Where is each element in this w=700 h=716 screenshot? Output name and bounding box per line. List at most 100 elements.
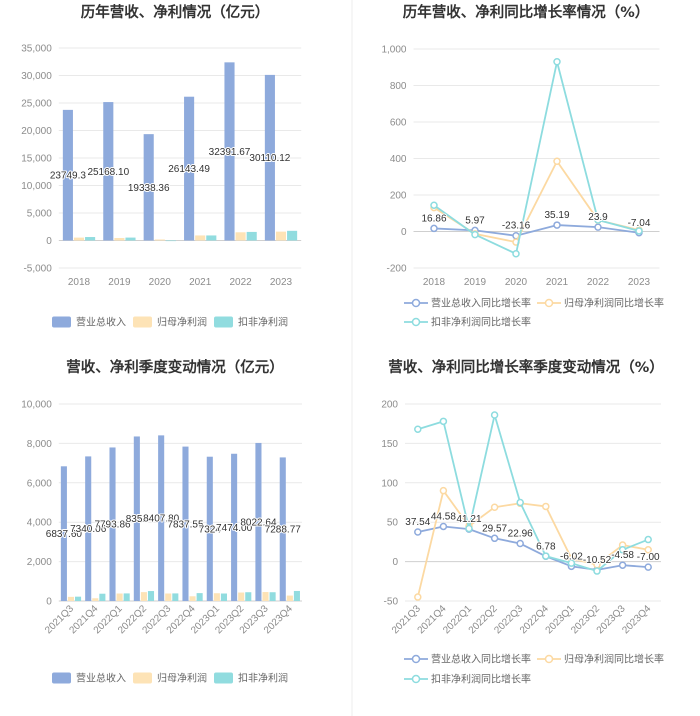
chart4-legend-item-net-profit[interactable]: 归母净利润同比增长率 [537,653,664,666]
chart2-xtick-label-2021: 2021 [546,277,569,288]
chart4-ytick-label: -50 [384,597,399,608]
chart3-bar-net-profit-2023q2 [238,592,245,601]
chart2-legend-item-net-profit[interactable]: 归母净利润同比增长率 [537,297,664,310]
chart1-ytick-label: 25,000 [21,99,52,110]
chart4-legend-label-revenue: 营业总收入同比增长率 [431,653,531,666]
chart4-ytick-label: 200 [381,400,398,411]
chart1-bar-net-profit-2023 [275,231,287,241]
chart3-title: 营收、净利季度变动情况（亿元） [66,358,284,376]
chart2-xtick-label-2022: 2022 [587,277,610,288]
chart2-line-deducted-net-profit [433,60,640,255]
chart3-data-label-revenue-2021q3: 6837.60 [46,529,83,540]
chart4-point-revenue-2021q4 [439,522,448,531]
chart3-bar-net-profit-2022q2 [140,592,147,601]
chart2-ytick-label: 600 [390,118,407,129]
chart4-data-label-revenue-2022q2: 29.57 [482,523,507,534]
chart3-legend-swatch-net-profit [133,672,152,684]
chart2-xtick-label-2019: 2019 [464,277,487,288]
chart4-point-revenue-2022q2 [490,534,499,543]
chart1-bar-revenue-2023 [264,74,275,241]
chart1-bar-net-profit-2020 [154,239,165,241]
chart2-xtick-label-2023: 2023 [628,277,651,288]
chart1-legend-item-revenue[interactable]: 营业总收入 [52,316,126,329]
chart4-line-deducted-net-profit [417,414,649,572]
chart2-legend-marker-revenue [411,298,421,308]
chart2-legend-marker-net-profit [544,298,554,308]
chart1-legend-item-net-profit[interactable]: 归母净利润 [133,316,207,329]
chart2-xtick-label-2020: 2020 [505,277,528,288]
chart3-data-label-revenue-2022q3: 8407.80 [143,514,180,525]
chart1-xtick-label-2022: 2022 [229,277,252,288]
chart1-data-label-revenue-2018: 23749.3 [50,171,87,182]
chart3-bar-net-profit-2023q1 [213,593,220,601]
chart3-bar-deducted-net-profit-2022q4 [196,593,203,601]
chart3-ytick-label: 4,000 [27,518,52,529]
chart3-legend-swatch-revenue [52,672,71,684]
chart4-ytick-label: 50 [387,518,399,529]
chart3-data-label-revenue-2023q2: 7474.00 [216,523,253,534]
chart4-point-revenue-2021q3 [414,528,422,536]
chart1-xtick-label-2020: 2020 [149,277,172,288]
chart4-legend-label-deducted-net-profit: 扣非净利润同比增长率 [431,673,531,686]
chart4-point-deducted-net-profit-2021q3 [414,425,422,433]
chart1-bar-revenue-2018 [62,109,73,241]
chart3-legend-item-revenue[interactable]: 营业总收入 [52,672,126,685]
chart1-ytick-label: 35,000 [21,44,52,55]
chart4-point-revenue-2023q3 [618,561,627,569]
chart4-ytick-label: 150 [381,439,398,450]
chart2-ytick-label: 1,000 [381,45,406,56]
chart1-ytick-label: -5,000 [23,264,52,275]
chart4-ytick-label: 100 [381,478,398,489]
chart3-legend-label-net-profit: 归母净利润 [157,672,207,685]
chart4-ytick-label: 0 [392,557,398,568]
chart3-bar-deducted-net-profit-2021q3 [75,596,82,601]
chart3-legend-item-deducted-net-profit[interactable]: 扣非净利润 [214,672,288,685]
chart2-point-revenue-2022 [594,223,602,231]
chart2-data-label-revenue-2021: 35.19 [544,210,569,221]
chart4-point-deducted-net-profit-2022q3 [516,498,524,507]
chart1-bar-deducted-net-profit-2020 [165,240,176,242]
chart3-data-label-revenue-2023q4: 7288.77 [265,525,302,536]
chart3-bar-revenue-2022q3 [158,435,165,601]
chart2-data-label-revenue-2019: 5.97 [465,215,485,226]
chart1-xtick-label-2018: 2018 [68,277,91,288]
chart4-point-net-profit-2021q4 [439,486,448,495]
chart3-bar-net-profit-2022q4 [189,596,196,601]
chart2-point-revenue-2021 [553,221,561,229]
chart1-legend-item-deducted-net-profit[interactable]: 扣非净利润 [214,316,288,329]
chart1-title: 历年营收、净利情况（亿元） [81,3,270,21]
chart3-legend-item-net-profit[interactable]: 归母净利润 [133,672,207,685]
chart3-plot: 02,0004,0006,0008,00010,0002021Q32021Q42… [21,400,302,685]
chart3-data-label-revenue-2023q1: 7324 [199,524,222,535]
chart4-point-deducted-net-profit-2023q2 [593,567,601,575]
chart1-xtick-label-2021: 2021 [189,277,212,288]
chart1-bar-deducted-net-profit-2018 [85,237,96,241]
chart1-legend: 营业总收入 归母净利润 扣非净利润 [52,316,288,329]
chart3-bar-deducted-net-profit-2023q1 [220,593,227,601]
chart2-legend-item-revenue[interactable]: 营业总收入同比增长率 [404,297,531,310]
chart1-ytick-label: 0 [46,236,52,247]
chart1-bar-revenue-2019 [103,102,114,241]
chart3-legend-label-deducted-net-profit: 扣非净利润 [238,672,288,685]
chart1-ytick-label: 15,000 [21,154,52,165]
chart4-legend-item-revenue[interactable]: 营业总收入同比增长率 [404,653,531,666]
chart3-data-label-revenue-2021q4: 7340.06 [70,524,107,535]
chart1-plot: -5,000 0 5,000 10,000 15,000 20,000 25,000 30,0… [21,44,302,329]
chart3-data-label-revenue-2022q2: 8352 [126,514,149,525]
chart1-bar-revenue-2020 [143,134,154,241]
chart2-legend-item-deducted-net-profit[interactable]: 扣非净利润同比增长率 [404,316,531,329]
chart4-legend-item-deducted-net-profit[interactable]: 扣非净利润同比增长率 [404,673,531,686]
chart3-bar-revenue-2023q3 [255,442,262,601]
chart2-point-deducted-net-profit-2021 [553,58,561,66]
chart4-line-revenue [417,525,649,571]
chart4-point-revenue-2023q4 [644,563,652,571]
chart3-bar-revenue-2021q3 [60,466,67,601]
chart3-bar-revenue-2023q4 [279,457,286,601]
chart1-xtick-label-2019: 2019 [108,277,131,288]
chart1-xtick-label-2023: 2023 [270,277,293,288]
chart3-bar-net-profit-2023q4 [286,595,293,601]
chart4-data-label-revenue-2022q4: 6.78 [536,541,556,552]
